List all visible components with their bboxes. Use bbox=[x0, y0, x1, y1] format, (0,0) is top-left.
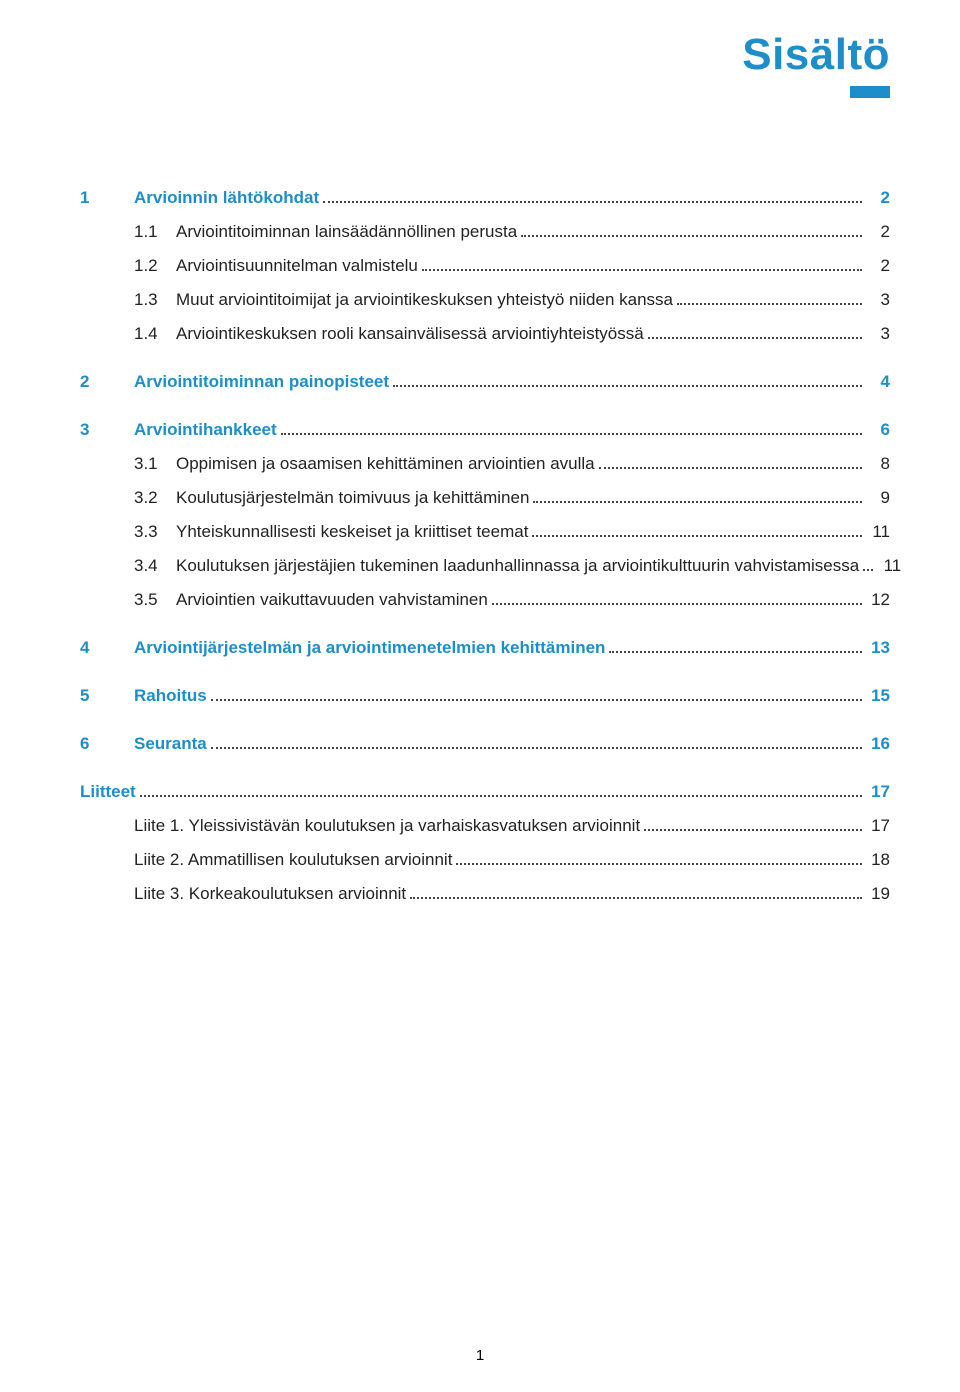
toc-row: 4Arviointijärjestelmän ja arviointimenet… bbox=[80, 638, 890, 658]
toc-number: 3.2 bbox=[134, 488, 176, 508]
toc-leader-dots bbox=[609, 651, 862, 653]
toc-page-number: 2 bbox=[866, 256, 890, 276]
toc-label: Liite 1. Yleissivistävän koulutuksen ja … bbox=[134, 816, 640, 836]
toc-row: 1.4Arviointikeskuksen rooli kansainvälis… bbox=[134, 324, 890, 344]
toc-row: 6Seuranta 16 bbox=[80, 734, 890, 754]
toc-leader-dots bbox=[456, 863, 862, 865]
toc-leader-dots bbox=[863, 569, 873, 571]
toc-page-number: 2 bbox=[866, 222, 890, 242]
toc-number: 2 bbox=[80, 372, 134, 392]
toc-label: Arviointien vaikuttavuuden vahvistaminen bbox=[176, 590, 488, 610]
toc-number: 1 bbox=[80, 188, 134, 208]
toc-leader-dots bbox=[533, 501, 862, 503]
toc-number: 3 bbox=[80, 420, 134, 440]
toc-leader-dots bbox=[644, 829, 862, 831]
toc-row: 3.2Koulutusjärjestelmän toimivuus ja keh… bbox=[134, 488, 890, 508]
toc-row: 1.2Arviointisuunnitelman valmistelu 2 bbox=[134, 256, 890, 276]
toc-row: 3.1Oppimisen ja osaamisen kehittäminen a… bbox=[134, 454, 890, 474]
toc-leader-dots bbox=[422, 269, 862, 271]
toc-leader-dots bbox=[532, 535, 862, 537]
toc-leader-dots bbox=[211, 747, 862, 749]
toc-label: Arviointijärjestelmän ja arviointimenete… bbox=[134, 638, 605, 658]
toc-number: 3.5 bbox=[134, 590, 176, 610]
toc-label: Rahoitus bbox=[134, 686, 207, 706]
toc-number: 1.2 bbox=[134, 256, 176, 276]
toc-page-number: 15 bbox=[866, 686, 890, 706]
toc-number: 4 bbox=[80, 638, 134, 658]
toc-leader-dots bbox=[648, 337, 862, 339]
toc-label: Arvioinnin lähtökohdat bbox=[134, 188, 319, 208]
toc-label: Liite 3. Korkeakoulutuksen arvioinnit bbox=[134, 884, 406, 904]
toc-row: 5Rahoitus 15 bbox=[80, 686, 890, 706]
toc-label: Seuranta bbox=[134, 734, 207, 754]
toc-leader-dots bbox=[677, 303, 862, 305]
toc-row: 3.3Yhteiskunnallisesti keskeiset ja krii… bbox=[134, 522, 890, 542]
toc-label: Arviointikeskuksen rooli kansainvälisess… bbox=[176, 324, 644, 344]
toc-row: 1.1Arviointitoiminnan lainsäädännöllinen… bbox=[134, 222, 890, 242]
toc-label: Yhteiskunnallisesti keskeiset ja kriitti… bbox=[176, 522, 528, 542]
toc-label: Koulutuksen järjestäjien tukeminen laadu… bbox=[176, 556, 859, 576]
header-accent-bar bbox=[850, 86, 890, 98]
toc-page-number: 17 bbox=[866, 816, 890, 836]
toc-page-number: 16 bbox=[866, 734, 890, 754]
toc-label: Arviointitoiminnan painopisteet bbox=[134, 372, 389, 392]
toc-page-number: 13 bbox=[866, 638, 890, 658]
toc-leader-dots bbox=[599, 467, 862, 469]
toc-number: 3.1 bbox=[134, 454, 176, 474]
table-of-contents: 1Arvioinnin lähtökohdat21.1Arviointitoim… bbox=[80, 188, 890, 904]
toc-row: Liite 3. Korkeakoulutuksen arvioinnit 19 bbox=[134, 884, 890, 904]
toc-leader-dots bbox=[492, 603, 862, 605]
toc-page-number: 3 bbox=[866, 290, 890, 310]
page-title: Sisältö bbox=[80, 30, 890, 80]
toc-label: Arviointitoiminnan lainsäädännöllinen pe… bbox=[176, 222, 517, 242]
toc-leader-dots bbox=[281, 433, 862, 435]
toc-row: 3.5Arviointien vaikuttavuuden vahvistami… bbox=[134, 590, 890, 610]
toc-label: Muut arviointitoimijat ja arviointikesku… bbox=[176, 290, 673, 310]
toc-row: Liitteet 17 bbox=[80, 782, 890, 802]
toc-number: 3.3 bbox=[134, 522, 176, 542]
page-container: Sisältö 1Arvioinnin lähtökohdat21.1Arvio… bbox=[0, 0, 960, 1392]
toc-label: Arviointihankkeet bbox=[134, 420, 277, 440]
toc-leader-dots bbox=[323, 201, 862, 203]
toc-page-number: 8 bbox=[866, 454, 890, 474]
toc-label: Liitteet bbox=[80, 782, 136, 802]
toc-row: Liite 1. Yleissivistävän koulutuksen ja … bbox=[134, 816, 890, 836]
toc-number: 1.4 bbox=[134, 324, 176, 344]
toc-page-number: 18 bbox=[866, 850, 890, 870]
toc-row: 3Arviointihankkeet 6 bbox=[80, 420, 890, 440]
toc-label: Oppimisen ja osaamisen kehittäminen arvi… bbox=[176, 454, 595, 474]
toc-leader-dots bbox=[140, 795, 862, 797]
toc-row: Liite 2. Ammatillisen koulutuksen arvioi… bbox=[134, 850, 890, 870]
toc-page-number: 6 bbox=[866, 420, 890, 440]
toc-page-number: 9 bbox=[866, 488, 890, 508]
toc-leader-dots bbox=[393, 385, 862, 387]
toc-page-number: 12 bbox=[866, 590, 890, 610]
toc-leader-dots bbox=[211, 699, 862, 701]
toc-page-number: 19 bbox=[866, 884, 890, 904]
toc-number: 3.4 bbox=[134, 556, 176, 576]
toc-label: Liite 2. Ammatillisen koulutuksen arvioi… bbox=[134, 850, 452, 870]
page-header: Sisältö bbox=[80, 30, 890, 98]
toc-page-number: 4 bbox=[866, 372, 890, 392]
toc-row: 1Arvioinnin lähtökohdat 2 bbox=[80, 188, 890, 208]
toc-label: Arviointisuunnitelman valmistelu bbox=[176, 256, 418, 276]
toc-number: 5 bbox=[80, 686, 134, 706]
toc-number: 1.1 bbox=[134, 222, 176, 242]
toc-page-number: 11 bbox=[866, 522, 890, 542]
toc-page-number: 17 bbox=[866, 782, 890, 802]
toc-leader-dots bbox=[521, 235, 862, 237]
toc-page-number: 11 bbox=[877, 556, 901, 576]
toc-page-number: 2 bbox=[866, 188, 890, 208]
toc-number: 6 bbox=[80, 734, 134, 754]
toc-leader-dots bbox=[410, 897, 862, 899]
toc-row: 3.4Koulutuksen järjestäjien tukeminen la… bbox=[134, 556, 890, 576]
toc-page-number: 3 bbox=[866, 324, 890, 344]
toc-label: Koulutusjärjestelmän toimivuus ja kehitt… bbox=[176, 488, 529, 508]
footer-page-number: 1 bbox=[0, 1347, 960, 1364]
toc-row: 2Arviointitoiminnan painopisteet 4 bbox=[80, 372, 890, 392]
toc-number: 1.3 bbox=[134, 290, 176, 310]
toc-row: 1.3Muut arviointitoimijat ja arviointike… bbox=[134, 290, 890, 310]
